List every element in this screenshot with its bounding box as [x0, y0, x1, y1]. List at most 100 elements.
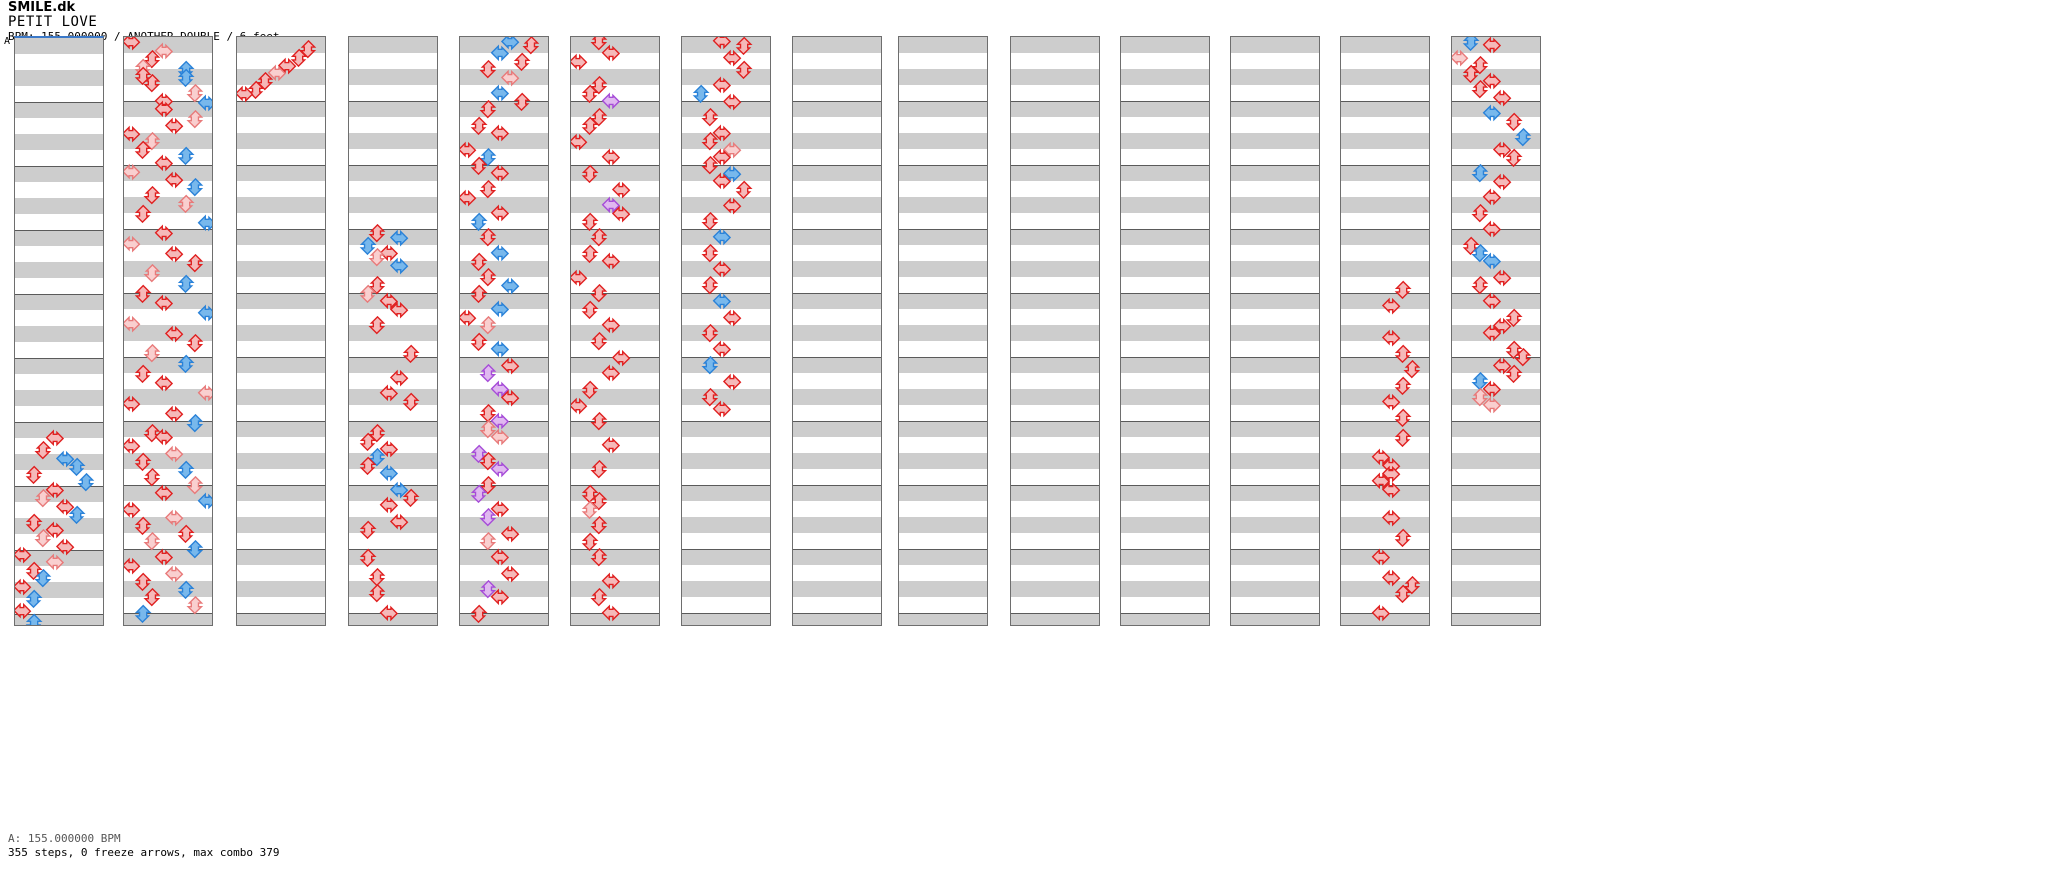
note-arrow-D[interactable] [175, 523, 196, 544]
note-arrow-D[interactable] [579, 115, 600, 136]
note-arrow-L[interactable] [124, 123, 142, 144]
note-arrow-D[interactable] [132, 603, 153, 624]
note-arrow-D[interactable] [288, 47, 309, 68]
note-arrow-R[interactable] [489, 243, 510, 264]
note-arrow-L[interactable] [124, 393, 142, 414]
note-arrow-R[interactable] [711, 227, 732, 248]
note-arrow-R[interactable] [44, 552, 65, 573]
note-arrow-R[interactable] [600, 363, 621, 384]
note-arrow-U[interactable] [700, 387, 721, 408]
note-arrow-D[interactable] [132, 203, 153, 224]
note-arrow-D[interactable] [132, 451, 153, 472]
note-arrow-U[interactable] [142, 531, 163, 552]
note-arrow-R[interactable] [489, 427, 510, 448]
note-arrow-U[interactable] [33, 440, 54, 461]
note-arrow-U[interactable] [367, 423, 388, 444]
note-arrow-R[interactable] [600, 435, 621, 456]
note-arrow-R[interactable] [44, 520, 65, 541]
note-arrow-D[interactable] [468, 211, 489, 232]
note-arrow-D[interactable] [23, 512, 44, 533]
note-arrow-R[interactable] [711, 259, 732, 280]
note-arrow-L[interactable] [124, 555, 142, 576]
note-arrow-U[interactable] [76, 472, 97, 493]
note-arrow-L[interactable] [237, 83, 255, 104]
note-arrow-R[interactable] [489, 83, 510, 104]
note-arrow-D[interactable] [175, 353, 196, 374]
note-arrow-L[interactable] [571, 51, 589, 72]
note-arrow-R[interactable] [1481, 379, 1502, 400]
note-arrow-U[interactable] [589, 75, 610, 96]
note-arrow-D[interactable] [357, 431, 378, 452]
note-arrow-R[interactable] [153, 483, 174, 504]
note-arrow-D[interactable] [132, 571, 153, 592]
stepchart-column-9[interactable] [898, 36, 988, 626]
note-arrow-R[interactable] [711, 123, 732, 144]
note-arrow-U[interactable] [1513, 127, 1534, 148]
note-arrow-L[interactable] [55, 536, 76, 557]
note-arrow-L[interactable] [611, 347, 632, 368]
note-arrow-U[interactable] [142, 343, 163, 364]
note-arrow-R[interactable] [1481, 37, 1502, 56]
note-arrow-U[interactable] [367, 447, 388, 468]
note-arrow-D[interactable] [579, 379, 600, 400]
note-arrow-D[interactable] [23, 612, 44, 625]
note-arrow-U[interactable] [478, 147, 499, 168]
note-arrow-R[interactable] [600, 251, 621, 272]
note-arrow-D[interactable] [579, 211, 600, 232]
note-arrow-U[interactable] [1402, 575, 1423, 596]
note-arrow-R[interactable] [600, 315, 621, 336]
note-arrow-R[interactable] [1481, 187, 1502, 208]
note-arrow-L[interactable] [164, 507, 185, 528]
note-arrow-R[interactable] [600, 43, 621, 64]
note-arrow-L[interactable] [389, 367, 410, 388]
note-arrow-D[interactable] [1503, 111, 1524, 132]
note-arrow-R[interactable] [378, 439, 399, 460]
note-arrow-R[interactable] [196, 383, 212, 404]
note-arrow-L[interactable] [389, 255, 410, 276]
note-arrow-D[interactable] [468, 483, 489, 504]
note-arrow-D[interactable] [468, 331, 489, 352]
note-arrow-R[interactable] [153, 373, 174, 394]
note-arrow-R[interactable] [711, 147, 732, 168]
note-arrow-U[interactable] [589, 547, 610, 568]
note-arrow-R[interactable] [489, 547, 510, 568]
note-arrow-D[interactable] [175, 273, 196, 294]
note-arrow-L[interactable] [722, 195, 743, 216]
note-arrow-D[interactable] [175, 579, 196, 600]
note-arrow-U[interactable] [367, 223, 388, 244]
note-arrow-L[interactable] [722, 91, 743, 112]
note-arrow-L[interactable] [277, 55, 298, 76]
note-arrow-R[interactable] [153, 99, 174, 120]
note-arrow-U[interactable] [478, 99, 499, 120]
note-arrow-R[interactable] [711, 171, 732, 192]
note-arrow-L[interactable] [55, 496, 76, 517]
note-arrow-U[interactable] [255, 71, 276, 92]
note-arrow-U[interactable] [478, 531, 499, 552]
note-arrow-U[interactable] [700, 107, 721, 128]
note-arrow-U[interactable] [589, 587, 610, 608]
note-arrow-R[interactable] [153, 153, 174, 174]
note-arrow-D[interactable] [1503, 363, 1524, 384]
note-arrow-L[interactable] [1492, 315, 1513, 336]
note-arrow-U[interactable] [185, 333, 206, 354]
note-arrow-R[interactable] [1481, 395, 1502, 416]
note-arrow-R[interactable] [600, 91, 621, 112]
note-arrow-R[interactable] [489, 203, 510, 224]
note-arrow-D[interactable] [23, 464, 44, 485]
note-arrow-U[interactable] [185, 475, 206, 496]
note-arrow-U[interactable] [589, 37, 610, 52]
note-arrow-D[interactable] [1460, 63, 1481, 84]
note-arrow-R[interactable] [378, 383, 399, 404]
note-arrow-R[interactable] [489, 339, 510, 360]
note-arrow-U[interactable] [589, 491, 610, 512]
note-arrow-L[interactable] [500, 67, 521, 88]
note-arrow-U[interactable] [478, 227, 499, 248]
note-arrow-R[interactable] [600, 195, 621, 216]
note-arrow-D[interactable] [400, 487, 421, 508]
stepchart-column-12[interactable] [1230, 36, 1320, 626]
note-arrow-L[interactable] [1381, 479, 1402, 500]
note-arrow-L[interactable] [1452, 47, 1470, 68]
note-arrow-R[interactable] [153, 41, 174, 62]
note-arrow-L[interactable] [1492, 139, 1513, 160]
note-arrow-R[interactable] [196, 303, 212, 324]
